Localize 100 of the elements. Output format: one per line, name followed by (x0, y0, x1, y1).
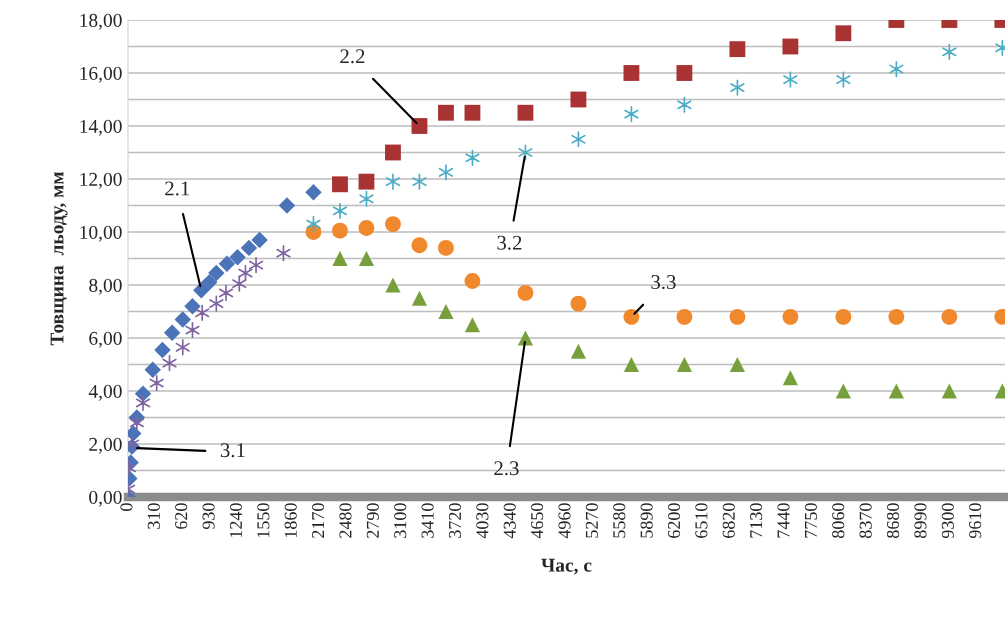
y-tick-label: 10,00 (80, 225, 122, 242)
point (570, 91, 587, 108)
y-tick-label: 0,00 (89, 490, 122, 507)
point (888, 383, 904, 399)
point (184, 297, 201, 315)
point (163, 324, 181, 341)
point (729, 308, 746, 325)
y-tick-label: 14,00 (80, 119, 122, 136)
point (175, 339, 190, 356)
point (411, 290, 428, 306)
x-tick-label: 2480 (339, 503, 352, 538)
point (232, 275, 247, 292)
x-tick-label: 9610 (969, 503, 982, 539)
annotation: 3.3 (651, 275, 676, 290)
y-tick-label: 8,00 (89, 278, 122, 295)
x-tick-label: 7130 (750, 503, 763, 538)
point (941, 383, 957, 399)
point (218, 284, 234, 302)
x-tick-label: 2170 (311, 503, 325, 538)
point (782, 308, 799, 325)
point (208, 264, 225, 282)
point (464, 317, 481, 333)
point (305, 184, 322, 201)
point (729, 356, 745, 373)
y-tick-label: 18,00 (80, 13, 122, 30)
point (835, 383, 851, 399)
x-tick-label: 1860 (284, 503, 297, 538)
point (782, 370, 798, 386)
point (358, 220, 375, 236)
y-axis-title: Товщина льоду, мм (50, 171, 68, 346)
point (411, 237, 428, 254)
point (782, 38, 799, 55)
point (358, 173, 375, 190)
point (332, 222, 348, 239)
y-tick-label: 4,00 (88, 384, 122, 401)
point (229, 248, 246, 266)
point (358, 250, 375, 267)
x-tick-label: 8990 (914, 503, 927, 538)
point (941, 308, 958, 325)
point (332, 250, 348, 267)
x-tick-label: 4650 (531, 503, 544, 539)
x-tick-label: 6820 (722, 503, 735, 538)
point (438, 239, 454, 256)
x-tick-label: 620 (175, 503, 188, 529)
x-tick-label: 4960 (558, 503, 571, 539)
point (144, 361, 161, 379)
point (385, 277, 401, 293)
y-tick-label: 16,00 (80, 66, 122, 83)
point (517, 104, 534, 121)
point (251, 231, 268, 249)
x-tick-label: 5580 (613, 503, 626, 538)
x-tick-label: 5890 (640, 503, 653, 538)
x-tick-label: 3100 (394, 503, 407, 538)
x-tick-label: 310 (147, 503, 160, 529)
x-tick-label: 7440 (777, 503, 790, 538)
y-tick-label: 2,00 (89, 437, 122, 454)
x-tick-label: 6200 (667, 503, 681, 538)
point (676, 65, 693, 81)
point (129, 414, 144, 431)
point (676, 356, 693, 373)
x-tick-label: 9300 (941, 503, 954, 539)
point (149, 374, 164, 392)
point (385, 216, 401, 232)
point (676, 308, 693, 325)
annotation: 2.3 (494, 461, 519, 476)
point (464, 273, 481, 289)
point (201, 274, 218, 291)
annotation: 2.1 (165, 181, 190, 196)
point (570, 343, 587, 359)
point (623, 65, 640, 81)
point (135, 394, 151, 412)
point (411, 118, 428, 134)
point (623, 356, 640, 373)
point (835, 308, 852, 325)
point (174, 311, 191, 328)
x-tick-label: 1240 (229, 503, 243, 538)
point (570, 295, 587, 312)
x-tick-label: 8060 (832, 503, 845, 538)
x-tick-label: 5270 (585, 503, 598, 538)
x-tick-label: 4030 (476, 503, 489, 539)
point (623, 308, 640, 325)
point (209, 295, 224, 312)
point (729, 41, 746, 58)
point (438, 303, 454, 320)
point (218, 255, 236, 273)
point (154, 341, 171, 359)
point (240, 239, 258, 257)
y-tick-label: 6,00 (89, 331, 122, 348)
y-tick-label: 12,00 (80, 172, 122, 189)
point (438, 104, 454, 121)
annotation: 3.2 (497, 235, 522, 250)
point (248, 257, 264, 274)
point (332, 176, 348, 193)
x-tick-label: 930 (202, 503, 215, 530)
annotation: 2.2 (340, 49, 365, 64)
x-tick-label: 3410 (421, 503, 434, 538)
x-tick-label: 8370 (859, 503, 872, 538)
x-tick-label: 1550 (257, 503, 270, 538)
point (888, 308, 905, 325)
x-tick-label: 7750 (804, 503, 817, 538)
